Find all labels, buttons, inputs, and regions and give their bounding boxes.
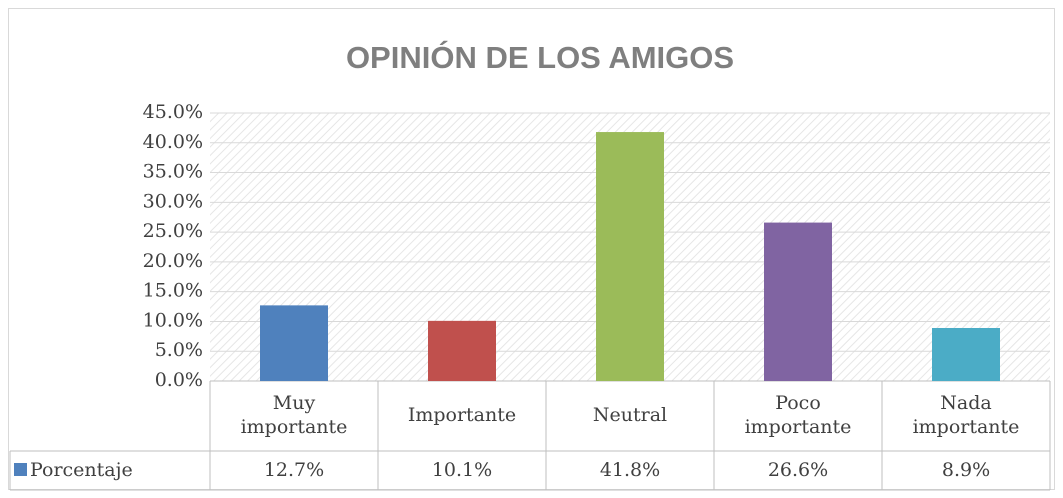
bar — [596, 132, 664, 381]
y-tick-label: 10.0% — [143, 309, 203, 331]
x-tick-label: Nada importante — [913, 392, 1020, 438]
x-tick-label: Muy importante — [241, 392, 348, 438]
x-tick-label: Neutral — [593, 404, 667, 426]
y-tick-label: 5.0% — [155, 339, 203, 361]
y-tick-label: 20.0% — [143, 250, 203, 272]
data-table-value: 41.8% — [600, 459, 660, 481]
x-tick-label: Importante — [408, 404, 516, 426]
x-tick-label: Poco importante — [745, 392, 852, 438]
data-table-value: 26.6% — [768, 459, 828, 481]
legend-key — [14, 463, 27, 476]
bar — [260, 305, 328, 381]
legend-label: Porcentaje — [30, 459, 133, 481]
y-tick-label: 25.0% — [143, 220, 203, 242]
bar — [428, 320, 496, 381]
chart-title: OPINIÓN DE LOS AMIGOS — [346, 39, 734, 75]
bar — [764, 222, 832, 381]
data-table-value: 10.1% — [432, 459, 492, 481]
data-table-value: 12.7% — [264, 459, 324, 481]
bar — [932, 327, 1000, 381]
data-table-value: 8.9% — [942, 459, 990, 481]
y-tick-label: 45.0% — [143, 101, 203, 123]
y-tick-label: 0.0% — [155, 369, 203, 391]
y-tick-label: 35.0% — [143, 161, 203, 183]
y-tick-label: 40.0% — [143, 131, 203, 153]
y-tick-label: 30.0% — [143, 190, 203, 212]
y-tick-label: 15.0% — [143, 280, 203, 302]
